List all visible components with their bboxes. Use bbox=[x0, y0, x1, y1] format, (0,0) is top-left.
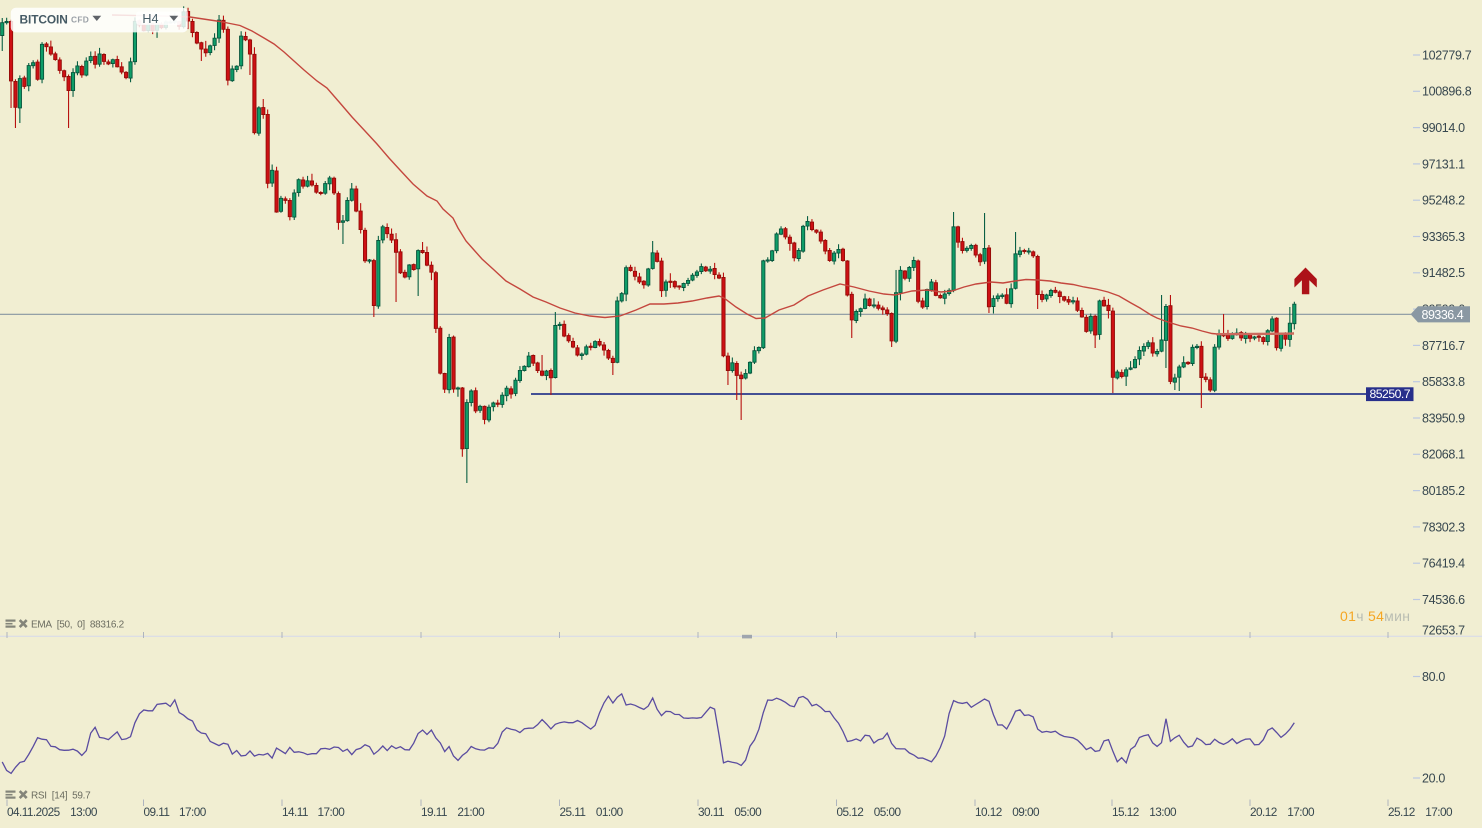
svg-text:82068.1: 82068.1 bbox=[1422, 448, 1465, 462]
svg-text:76419.4: 76419.4 bbox=[1422, 557, 1465, 571]
svg-text:95248.2: 95248.2 bbox=[1422, 194, 1465, 208]
svg-text:78302.3: 78302.3 bbox=[1422, 520, 1465, 534]
svg-text:80185.2: 80185.2 bbox=[1422, 484, 1465, 498]
svg-text:01ч 54мин: 01ч 54мин bbox=[1340, 608, 1410, 624]
svg-text:85833.8: 85833.8 bbox=[1422, 375, 1465, 389]
svg-text:100896.8: 100896.8 bbox=[1422, 85, 1472, 99]
svg-text:89336.4: 89336.4 bbox=[1422, 308, 1464, 322]
svg-text:80.0: 80.0 bbox=[1422, 670, 1445, 684]
svg-text:72653.7: 72653.7 bbox=[1422, 623, 1465, 637]
svg-text:97131.1: 97131.1 bbox=[1422, 157, 1465, 171]
svg-text:83950.9: 83950.9 bbox=[1422, 411, 1465, 425]
svg-text:20.0: 20.0 bbox=[1422, 771, 1445, 785]
svg-text:91482.5: 91482.5 bbox=[1422, 266, 1465, 280]
svg-text:99014.0: 99014.0 bbox=[1422, 121, 1465, 135]
svg-text:93365.3: 93365.3 bbox=[1422, 230, 1465, 244]
svg-text:102779.7: 102779.7 bbox=[1422, 48, 1472, 62]
svg-text:H4: H4 bbox=[142, 12, 158, 26]
svg-text:EMA [50, 0] 88316.2: EMA [50, 0] 88316.2 bbox=[31, 620, 125, 631]
svg-text:87716.7: 87716.7 bbox=[1422, 339, 1465, 353]
svg-text:74536.6: 74536.6 bbox=[1422, 593, 1465, 607]
svg-text:RSI [14] 59.7: RSI [14] 59.7 bbox=[31, 791, 91, 802]
svg-text:BITCOIN: BITCOIN bbox=[20, 12, 68, 26]
svg-text:85250.7: 85250.7 bbox=[1370, 387, 1411, 401]
svg-text:CFD: CFD bbox=[71, 15, 89, 25]
